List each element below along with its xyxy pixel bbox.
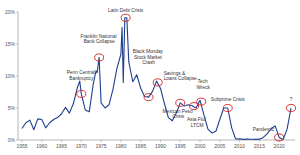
annotation-circle	[77, 90, 86, 97]
annotation-label: Franklin National Bank Collapse	[80, 34, 117, 45]
x-tick-label: 1955	[16, 143, 27, 149]
y-tick-label: 5%	[8, 105, 16, 111]
annotation-circle	[176, 99, 185, 106]
annotation-circle	[197, 98, 206, 105]
x-tick-label: 2015	[254, 143, 265, 149]
y-tick	[16, 140, 18, 141]
annotation-circle	[144, 94, 153, 101]
annotation-label: Savings & Loans Collapse	[164, 71, 197, 82]
x-tick-label: 2010	[234, 143, 245, 149]
annotation-label: Tech Wreck	[196, 79, 210, 90]
x-tick-label: 1985	[135, 143, 146, 149]
background	[0, 0, 300, 155]
x-tick-label: 1990	[155, 143, 166, 149]
x-tick-label: 2000	[194, 143, 205, 149]
x-tick-label: 1995	[175, 143, 186, 149]
chart: 0% 5% 10% 15% 20% 1955 1960 1965 1970 1975 1980 198…	[0, 0, 300, 155]
y-tick	[16, 76, 18, 77]
x-tick-label: 1960	[36, 143, 47, 149]
x-tick-label: 1970	[76, 143, 87, 149]
annotation-label: ?	[290, 97, 293, 102]
rate-line	[22, 18, 291, 140]
y-tick	[16, 44, 18, 45]
annotation-circle	[121, 14, 130, 21]
annotation-circle	[153, 79, 162, 86]
y-tick-label: 20%	[5, 9, 16, 15]
annotation-label: Asia Flu/ LTCM	[187, 117, 207, 128]
annotation-label: Black Monday Stock Market Crash	[133, 49, 164, 65]
y-tick-label: 10%	[5, 73, 16, 79]
annotation-circle	[275, 134, 284, 141]
annotation-label: Subprime Crisis	[211, 97, 245, 102]
y-tick	[16, 108, 18, 109]
annotation-circle	[223, 105, 232, 112]
y-tick	[16, 12, 18, 13]
y-tick-label: 0%	[8, 137, 16, 143]
x-tick-label: 2020	[274, 143, 285, 149]
x-tick-label: 1980	[115, 143, 126, 149]
annotation-label: Latin Debt Crisis	[108, 8, 144, 13]
x-tick-label: 1965	[56, 143, 67, 149]
annotation-circle	[95, 54, 104, 61]
annotation-label: Pandemic	[253, 127, 275, 132]
annotation-label: Penn Central Bankruptcy	[67, 70, 96, 81]
y-tick-label: 15%	[5, 41, 16, 47]
annotation-circle	[287, 105, 296, 112]
x-tick-label: 1975	[96, 143, 107, 149]
plot-area	[22, 18, 291, 140]
x-tick-label: 2005	[214, 143, 225, 149]
